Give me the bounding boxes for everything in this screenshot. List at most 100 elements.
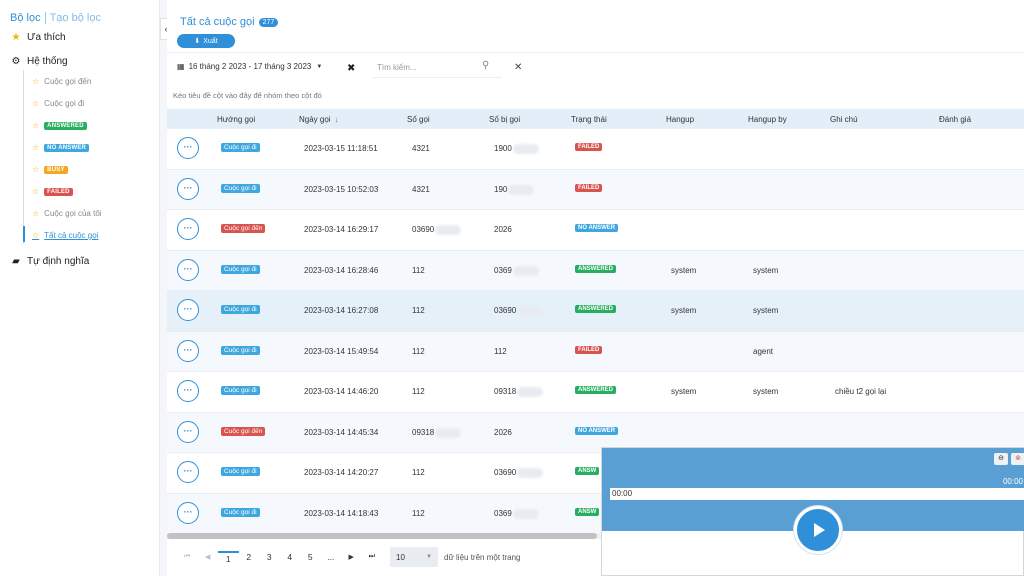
horizontal-scrollbar[interactable]	[167, 533, 1024, 539]
row-menu-button[interactable]: ···	[177, 461, 199, 483]
custom-label: Tự định nghĩa	[27, 256, 90, 267]
date-range-picker[interactable]: ▦ 16 tháng 2 2023 - 17 tháng 3 2023 ▼	[177, 62, 322, 71]
page-1[interactable]: 1	[218, 550, 239, 564]
scrollbar-thumb[interactable]	[167, 533, 597, 539]
caller-value: 09318	[412, 427, 435, 437]
search-icon[interactable]: ⚲	[482, 60, 490, 71]
clear-date-icon[interactable]: ✖	[347, 63, 356, 74]
table-row[interactable]: ··· Cuộc gọi đi 2023-03-14 16:28:46 112 …	[167, 250, 1024, 291]
caret-down-icon: ▼	[426, 554, 432, 560]
per-page-label: dữ liệu trên một trang	[444, 552, 521, 562]
row-menu-button[interactable]: ···	[177, 218, 199, 240]
callee-cell: 190	[494, 184, 535, 195]
col-date[interactable]: Ngày gọi ↓	[299, 115, 339, 124]
next-page-icon[interactable]: ▶	[348, 554, 354, 561]
sidebar-item-label: ANSWERED	[44, 121, 87, 130]
direction-badge: Cuộc gọi đi	[221, 143, 260, 152]
search-input[interactable]	[372, 58, 482, 76]
sidebar-item-my-calls[interactable]: ☆ Cuộc gọi của tôi	[32, 209, 102, 218]
page-ellipsis[interactable]: ...	[327, 552, 335, 562]
row-menu-button[interactable]: ···	[177, 380, 199, 402]
page-title: Tất cả cuộc gọi 277	[180, 16, 279, 28]
col-rating[interactable]: Đánh giá	[939, 115, 972, 124]
minimize-icon[interactable]: ⊖	[994, 453, 1008, 465]
active-indicator	[23, 226, 25, 242]
row-menu-button[interactable]: ···	[177, 420, 199, 443]
prev-page-icon[interactable]: ◀	[205, 554, 211, 561]
player-progress-bar[interactable]: 00:00	[610, 488, 1024, 500]
date-cell: 2023-03-14 14:46:20	[304, 387, 379, 396]
sidebar-item-failed[interactable]: ☆ FAILED	[32, 187, 73, 196]
row-menu-button[interactable]: ···	[177, 299, 199, 321]
play-button[interactable]	[794, 506, 842, 554]
status-badge: ANSWERED	[575, 386, 617, 394]
sidebar-section-custom[interactable]: ▰ Tự định nghĩa	[10, 256, 89, 267]
hangup-cell: system	[671, 265, 697, 275]
page-2[interactable]: 2	[246, 552, 252, 562]
callee-cell: 112	[494, 346, 507, 356]
callee-cell: 0369	[494, 508, 539, 519]
sidebar-item-outgoing[interactable]: ☆ Cuộc gọi đi	[32, 99, 84, 108]
col-status[interactable]: Trạng thái	[571, 115, 607, 124]
direction-badge: Cuộc gọi đến	[221, 224, 266, 233]
table-row[interactable]: ··· Cuộc gọi đi 2023-03-14 14:46:20 112 …	[167, 372, 1024, 413]
sidebar-item-incoming[interactable]: ☆ Cuộc gọi đến	[32, 77, 91, 86]
sidebar-section-favorites[interactable]: ★ Ưa thích	[10, 32, 66, 43]
caller-cell: 4321	[412, 144, 430, 153]
date-cell: 2023-03-14 16:28:46	[304, 265, 379, 275]
table-row[interactable]: ··· Cuộc gọi đi 2023-03-14 16:27:08 112 …	[167, 291, 1024, 332]
export-button[interactable]: ⬇ Xuất	[177, 34, 235, 48]
caller-value: 03690	[412, 225, 435, 235]
sidebar-item-busy[interactable]: ☆ BUSY	[32, 165, 68, 174]
callee-cell: 09318	[494, 387, 544, 397]
page-3[interactable]: 3	[266, 552, 272, 562]
row-menu-button[interactable]: ···	[177, 177, 199, 200]
table-row[interactable]: ··· Cuộc gọi đến 2023-03-14 16:29:17 036…	[167, 210, 1024, 251]
page-5[interactable]: 5	[307, 552, 313, 562]
caller-cell: 112	[412, 346, 425, 356]
row-menu-button[interactable]: ···	[177, 258, 199, 281]
col-hangup-by[interactable]: Hangup by	[748, 115, 787, 124]
close-icon[interactable]: ⊗	[1011, 453, 1024, 465]
sidebar-item-answered[interactable]: ☆ ANSWERED	[32, 121, 87, 130]
sidebar-item-label: NO ANSWER	[44, 143, 90, 152]
hangup-by-cell: system	[753, 265, 779, 275]
direction-badge: Cuộc gọi đi	[221, 183, 260, 193]
redacted-mask	[435, 225, 462, 235]
sidebar-tree: ☆ Cuộc gọi đến ☆ Cuộc gọi đi ☆ ANSWERED …	[23, 70, 148, 244]
col-caller[interactable]: Số gọi	[407, 115, 430, 124]
tab-filters[interactable]: Bộ lọc	[10, 12, 41, 24]
tab-create-filter[interactable]: Tạo bộ lọc	[49, 12, 101, 24]
sidebar-item-all-calls[interactable]: ☆ Tất cả cuộc gọi	[32, 231, 98, 240]
sidebar-item-label: Cuộc gọi của tôi	[44, 209, 102, 218]
table-row[interactable]: ··· Cuộc gọi đi 2023-03-14 14:20:27 112 …	[167, 453, 1024, 494]
sidebar-item-no-answer[interactable]: ☆ NO ANSWER	[32, 143, 90, 152]
col-direction[interactable]: Hướng gọi	[217, 115, 256, 124]
sidebar-section-system[interactable]: ⚙ Hệ thống	[10, 56, 68, 67]
col-hangup[interactable]: Hangup	[666, 115, 695, 124]
table-row[interactable]: ··· Cuộc gọi đi 2023-03-15 11:18:51 4321…	[167, 129, 1024, 170]
redacted-mask	[517, 468, 544, 478]
row-menu-button[interactable]: ···	[177, 137, 199, 159]
clear-search-icon[interactable]: ✕	[514, 62, 523, 73]
count-badge: 277	[258, 17, 279, 27]
last-page-icon[interactable]: ⏭	[368, 553, 375, 560]
search-box	[372, 58, 502, 78]
col-note[interactable]: Ghi chú	[830, 115, 858, 124]
star-outline-icon: ☆	[32, 99, 40, 108]
sidebar-item-label: Tất cả cuộc gọi	[44, 231, 99, 240]
sidebar-item-label: FAILED	[44, 187, 73, 196]
player-window-controls: ⊖ ⊗	[991, 453, 1024, 465]
group-by-hint: Kéo tiêu đề cột vào đây để nhóm theo cột…	[173, 91, 322, 100]
first-page-icon[interactable]: ⏮	[184, 553, 191, 560]
col-callee[interactable]: Số bị gọi	[489, 115, 521, 124]
page-4[interactable]: 4	[287, 552, 293, 562]
table-row[interactable]: ··· Cuộc gọi đến 2023-03-14 14:45:34 093…	[167, 412, 1024, 453]
caller-cell: 112	[412, 306, 425, 315]
page-size-select[interactable]: 10 ▼	[390, 547, 438, 567]
row-menu-button[interactable]: ···	[177, 339, 199, 362]
date-cell: 2023-03-14 14:18:43	[304, 508, 379, 518]
row-menu-button[interactable]: ···	[177, 501, 199, 524]
table-row[interactable]: ··· Cuộc gọi đi 2023-03-15 10:52:03 4321…	[167, 169, 1024, 210]
table-row[interactable]: ··· Cuộc gọi đi 2023-03-14 15:49:54 112 …	[167, 331, 1024, 372]
